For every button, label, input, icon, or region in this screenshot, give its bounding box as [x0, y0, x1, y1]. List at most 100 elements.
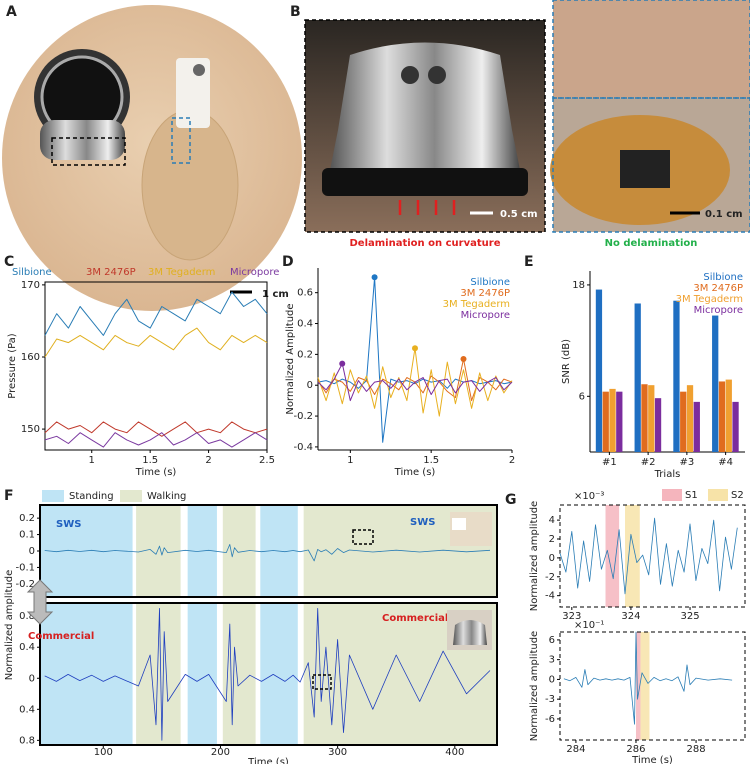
y-tick-label: 0.4 — [19, 704, 35, 715]
y-tick-label: -4 — [545, 591, 555, 602]
peak-marker — [412, 345, 418, 352]
legend-label: Silbione — [470, 277, 510, 288]
bar — [732, 401, 739, 452]
legend-label: S1 — [685, 490, 698, 501]
x-tick-label: 284 — [566, 744, 585, 755]
legend-label: 3M Tegaderm — [443, 299, 510, 310]
legend-label: 3M 2476P — [693, 283, 743, 294]
y-tick-label: 0.8 — [19, 735, 35, 746]
scale-label: 0.1 cm — [705, 209, 743, 220]
x-tick-label: 400 — [445, 747, 464, 758]
legend-label: 3M Tegaderm — [676, 294, 743, 305]
y-axis-label: Normalized Amplitude — [285, 303, 296, 414]
caption: Delamination on curvature — [350, 238, 501, 249]
x-tick-label: 1.5 — [423, 455, 439, 466]
peak-marker — [460, 356, 467, 362]
y-tick-label: 0.2 — [297, 349, 313, 360]
y-tick-label: 6 — [579, 391, 585, 402]
x-tick-label: 2.5 — [259, 455, 275, 466]
x-tick-label: 323 — [562, 611, 581, 622]
panel-label: E — [524, 254, 534, 270]
x-tick-label: #4 — [718, 457, 733, 468]
region — [187, 603, 217, 745]
x-tick-label: 1 — [347, 455, 353, 466]
y-tick-label: 0 — [29, 673, 35, 684]
bar — [609, 388, 616, 452]
y-tick-label: 18 — [572, 280, 585, 291]
peak-marker — [339, 360, 346, 367]
region — [222, 505, 256, 597]
x-tick-label: #1 — [602, 457, 617, 468]
x-axis-label: Trials — [654, 469, 681, 480]
bar — [641, 384, 648, 452]
frame — [44, 281, 268, 451]
legend-label: 3M Tegaderm — [148, 267, 215, 278]
y-axis-label: Normalized amplitude — [4, 570, 15, 680]
frame — [39, 602, 498, 746]
y-tick-label: 0 — [29, 546, 35, 557]
line — [44, 544, 491, 562]
x-axis-label: Time (s) — [394, 467, 436, 478]
x-tick-label: 325 — [680, 611, 699, 622]
bar — [654, 398, 662, 452]
photo-b — [304, 0, 750, 233]
y-tick-label: -0.2 — [293, 411, 313, 422]
bar — [686, 385, 694, 452]
panel-label: D — [282, 254, 294, 270]
annotation: SWS — [56, 519, 81, 530]
scale-label: 1 cm — [262, 289, 289, 300]
line — [317, 358, 513, 402]
photo-a — [2, 5, 302, 311]
legend-label: 3M 2476P — [86, 267, 136, 278]
legend-label: Silbione — [12, 267, 52, 278]
legend-label: 3M 2476P — [460, 288, 510, 299]
scale-label: 0.5 cm — [500, 209, 538, 220]
y-axis-label: Normalized amplitude — [529, 631, 540, 741]
y-tick-label: 170 — [21, 280, 40, 291]
y-tick-label: 0.4 — [297, 319, 313, 330]
y-tick-label: 0 — [307, 380, 313, 391]
region — [222, 603, 256, 745]
x-tick-label: 200 — [211, 747, 230, 758]
frame — [559, 631, 746, 741]
line — [317, 363, 513, 402]
bar — [680, 391, 687, 452]
y-tick-label: -0.4 — [293, 442, 313, 453]
caption: No delamination — [605, 238, 698, 249]
y-tick-label: -3 — [545, 694, 555, 705]
y-tick-label: 4 — [549, 515, 555, 526]
x-tick-label: 1 — [89, 455, 95, 466]
y-axis-label: SNR (dB) — [561, 339, 572, 384]
legend-swatch — [120, 490, 142, 502]
panel-label: C — [4, 254, 14, 270]
legend-label: Micropore — [230, 267, 279, 278]
annotation: SWS — [410, 517, 435, 528]
x-tick-label: 100 — [94, 747, 113, 758]
x-tick-label: 286 — [626, 744, 645, 755]
bar — [616, 391, 623, 452]
bar — [602, 391, 609, 452]
x-tick-label: 324 — [621, 611, 640, 622]
legend-swatch — [42, 490, 64, 502]
bar — [634, 303, 641, 452]
x-axis-label: Time (s) — [135, 467, 177, 478]
bar — [725, 379, 732, 452]
y-tick-label: 6 — [549, 635, 555, 646]
x-tick-label: 288 — [687, 744, 706, 755]
legend-swatch — [662, 489, 682, 501]
line — [44, 421, 268, 437]
highlight — [635, 632, 641, 740]
x-tick-label: 2 — [205, 455, 211, 466]
line — [563, 631, 733, 725]
bar — [673, 300, 680, 452]
line — [44, 327, 268, 358]
highlight — [605, 505, 620, 607]
y-axis-label: Normalized amplitude — [529, 501, 540, 611]
y-tick-label: -0.2 — [15, 579, 35, 590]
line — [317, 276, 513, 443]
y-multiplier: ×10⁻¹ — [574, 620, 604, 631]
y-tick-label: 0.1 — [19, 530, 35, 541]
